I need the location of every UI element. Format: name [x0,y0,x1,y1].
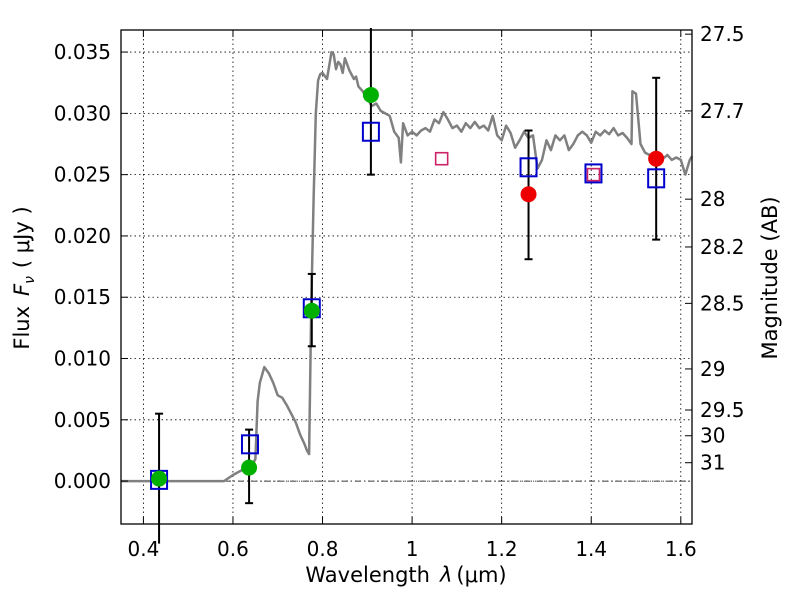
y-tick-label: 0.000 [54,469,111,493]
pink-square-marker [586,167,601,182]
y-tick-label: 0.005 [54,408,111,432]
y-axis-label: FluxFν( μJy ) [10,206,38,349]
blue-square-marker [240,434,259,455]
magnitude-tick-labels: 27.5 27.7 28 28.2 28.5 29 29.530 31 [700,22,745,475]
magnitude-tick-label: 27.5 [700,22,745,46]
y-tick-label: 0.030 [54,101,111,125]
y-tick-label: 0.015 [54,285,111,309]
magnitude-tick-label: 27.7 [700,99,745,123]
pink-square-marker [434,151,449,166]
blue-square-marker [584,163,603,184]
red-point [520,186,537,203]
magnitude-tick-label: 28.2 [700,235,745,259]
magnitude-tick-label: 29 [700,357,725,381]
data-point-layer [150,86,666,490]
magnitude-tick-label: 28 [700,187,725,211]
errorbar-layer [155,28,661,544]
x-tick-label: 0.6 [217,537,249,561]
magnitude-tick-label: 31 [700,451,725,475]
tick-marks [121,30,692,524]
magnitude-tick-label: 30 [700,424,725,448]
green-point [362,86,379,103]
grid-lines [121,30,692,524]
x-axis-label: Wavelength λ (μm) [305,563,506,587]
y-tick-label: 0.020 [54,224,111,248]
y-tick-labels: 0.000 0.005 0.010 0.015 0.020 0.025 0.030 0.035 [54,40,111,493]
green-point [303,302,320,319]
x-tick-label: 0.8 [307,537,339,561]
red-point [648,150,665,167]
green-point [241,459,258,476]
plot-frame [120,29,693,525]
y-tick-label: 0.025 [54,163,111,187]
y-tick-label: 0.035 [54,40,111,64]
x-tick-labels: 0.4 0.6 0.8 1 1.2 1.4 1.6 [127,537,696,561]
x-tick-label: 1.2 [486,537,518,561]
blue-square-marker [361,121,380,142]
model-spectrum-layer [121,50,694,483]
magnitude-tick-label: 29.5 [700,398,745,422]
x-tick-label: 1.4 [575,537,607,561]
blue-square-marker [647,168,666,189]
magnitude-axis-label: Magnitude (AB) [758,196,782,359]
green-point [151,470,168,487]
x-tick-label: 1.6 [665,537,697,561]
magnitude-tick-label: 28.5 [700,291,745,315]
x-tick-label: 0.4 [127,537,159,561]
x-tick-label: 1 [406,537,419,561]
model-spectrum-line [121,50,694,483]
y-tick-label: 0.010 [54,347,111,371]
blue-square-marker [519,157,538,178]
